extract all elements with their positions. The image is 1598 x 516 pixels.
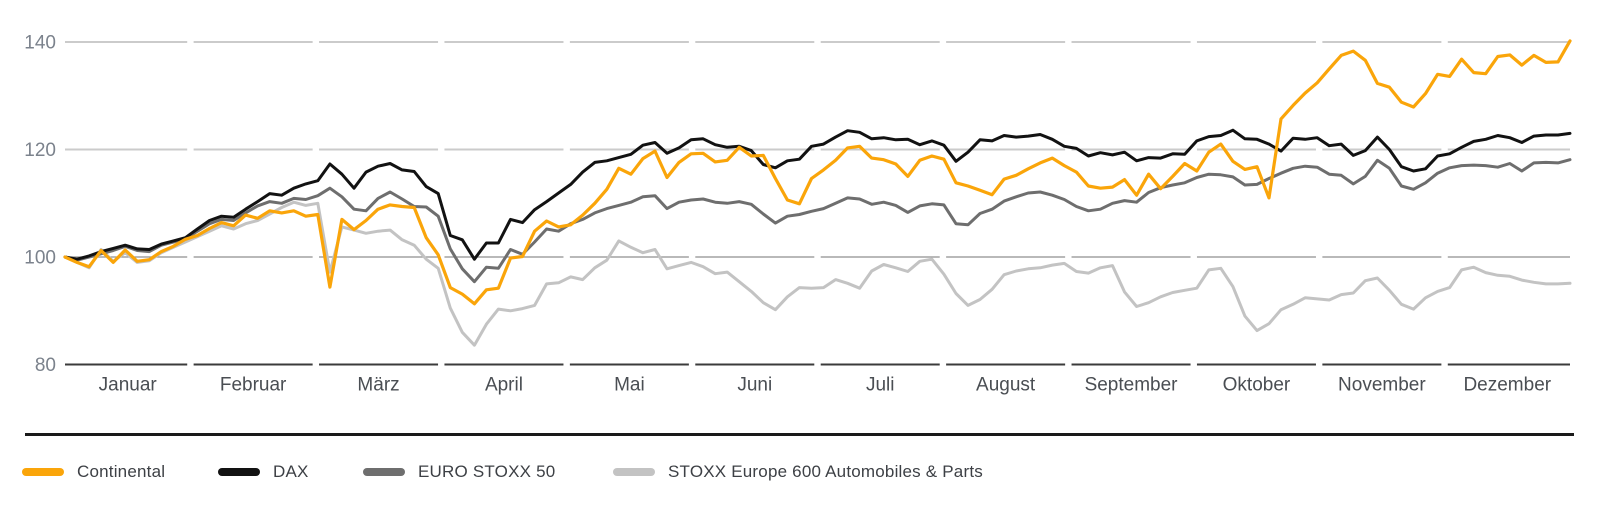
legend-separator-line bbox=[25, 433, 1574, 436]
x-axis-month-label: August bbox=[976, 375, 1036, 396]
legend-label: EURO STOXX 50 bbox=[418, 462, 556, 481]
x-axis-month-label: März bbox=[357, 375, 399, 396]
y-axis-tick-label: 120 bbox=[24, 140, 56, 161]
legend-item-euro-stoxx-50: EURO STOXX 50 bbox=[363, 461, 555, 483]
legend-label: Continental bbox=[77, 462, 166, 481]
legend-item-dax: DAX bbox=[218, 461, 309, 483]
x-axis-month-label: April bbox=[485, 375, 523, 396]
y-axis-tick-label: 100 bbox=[24, 248, 56, 269]
legend-item-stoxx-europe-600-automobiles-parts: STOXX Europe 600 Automobiles & Parts bbox=[613, 461, 983, 483]
legend-label: STOXX Europe 600 Automobiles & Parts bbox=[668, 462, 983, 481]
legend-item-continental: Continental bbox=[22, 461, 165, 483]
y-axis-tick-label: 140 bbox=[24, 33, 56, 54]
x-axis-month-label: Januar bbox=[99, 375, 158, 396]
x-axis: Januar Februar März April Mai Juni Juli August S… bbox=[99, 375, 1552, 396]
y-axis: 140 120 100 80 bbox=[24, 33, 56, 377]
series-line-euro-stoxx-50 bbox=[63, 158, 1572, 284]
series-line-stoxx-europe-600-automobiles-parts bbox=[63, 200, 1572, 347]
x-axis-month-label: Oktober bbox=[1223, 375, 1291, 396]
legend-swatch-euro-stoxx-50 bbox=[363, 468, 405, 476]
series-line-dax bbox=[63, 128, 1572, 261]
legend-swatch-continental bbox=[22, 468, 64, 476]
y-axis-tick-label: 80 bbox=[35, 355, 56, 376]
gridlines bbox=[65, 41, 1570, 366]
x-axis-month-label: Dezember bbox=[1463, 375, 1551, 396]
legend-swatch-stoxx-europe-600-automobiles-parts bbox=[613, 468, 655, 476]
x-axis-month-label: Mai bbox=[614, 375, 645, 396]
chart-legend: Continental DAX EURO STOXX 50 STOXX Europe … bbox=[0, 461, 1598, 487]
series-line-continental bbox=[63, 39, 1572, 306]
x-axis-month-label: Februar bbox=[220, 375, 287, 396]
x-axis-month-label: Juli bbox=[866, 375, 895, 396]
x-axis-month-label: Juni bbox=[737, 375, 772, 396]
legend-swatch-dax bbox=[218, 468, 260, 476]
chart-canvas: 140 120 100 80 Januar Februar März April Mai Juni… bbox=[24, 33, 1572, 396]
x-axis-month-label: September bbox=[1085, 375, 1179, 396]
legend-label: DAX bbox=[273, 462, 309, 481]
x-axis-month-label: November bbox=[1338, 375, 1426, 396]
